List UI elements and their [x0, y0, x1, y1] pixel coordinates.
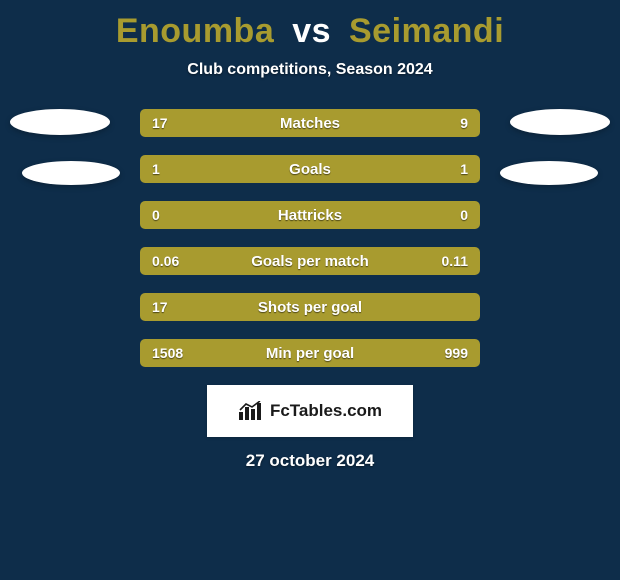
stat-seg-left: 1	[140, 155, 310, 183]
watermark: FcTables.com	[207, 385, 413, 437]
stat-row: 00Hattricks	[140, 201, 480, 229]
stat-row: 1508999Min per goal	[140, 339, 480, 367]
watermark-text: FcTables.com	[270, 401, 382, 421]
subtitle: Club competitions, Season 2024	[187, 61, 432, 79]
date: 27 october 2024	[246, 451, 375, 471]
stat-seg-left: 0.06	[140, 247, 260, 275]
stat-seg-left: 0	[140, 201, 310, 229]
title-player2: Seimandi	[349, 12, 504, 50]
stat-seg-right: 0.11	[260, 247, 480, 275]
stat-row: 11Goals	[140, 155, 480, 183]
stat-value-right: 999	[445, 345, 468, 361]
title-vs: vs	[292, 12, 331, 50]
title-player1: Enoumba	[116, 12, 274, 50]
comparison-infographic: Enoumba vs Seimandi Club competitions, S…	[0, 0, 620, 580]
player2-photo-placeholder-2	[500, 161, 598, 185]
player2-photo-placeholder	[510, 109, 610, 135]
page-title: Enoumba vs Seimandi	[116, 12, 504, 51]
stat-seg-left: 17	[140, 293, 468, 321]
stat-value-right: 1	[460, 161, 468, 177]
stat-value-left: 1	[152, 161, 160, 177]
player1-photo-placeholder-2	[22, 161, 120, 185]
stat-seg-right: 1	[310, 155, 480, 183]
stat-seg-right: 999	[344, 339, 480, 367]
stat-seg-right: 9	[362, 109, 480, 137]
stat-value-left: 0.06	[152, 253, 179, 269]
stat-value-left: 0	[152, 207, 160, 223]
stat-value-right: 0.11	[442, 253, 468, 269]
stat-value-left: 17	[152, 299, 168, 315]
stat-row: 179Matches	[140, 109, 480, 137]
player1-photo-placeholder	[10, 109, 110, 135]
stat-seg-left: 17	[140, 109, 362, 137]
stat-seg-right: 0	[310, 201, 480, 229]
chart-area: 179Matches11Goals00Hattricks0.060.11Goal…	[0, 109, 620, 367]
watermark-icon	[238, 401, 264, 421]
stat-value-left: 1508	[152, 345, 183, 361]
stat-seg-left: 1508	[140, 339, 344, 367]
stat-value-left: 17	[152, 115, 168, 131]
stat-value-right: 0	[460, 207, 468, 223]
stat-value-right: 9	[460, 115, 468, 131]
stat-row: 17Shots per goal	[140, 293, 480, 321]
stat-bars: 179Matches11Goals00Hattricks0.060.11Goal…	[140, 109, 480, 367]
stat-row: 0.060.11Goals per match	[140, 247, 480, 275]
stat-seg-right	[468, 293, 480, 321]
